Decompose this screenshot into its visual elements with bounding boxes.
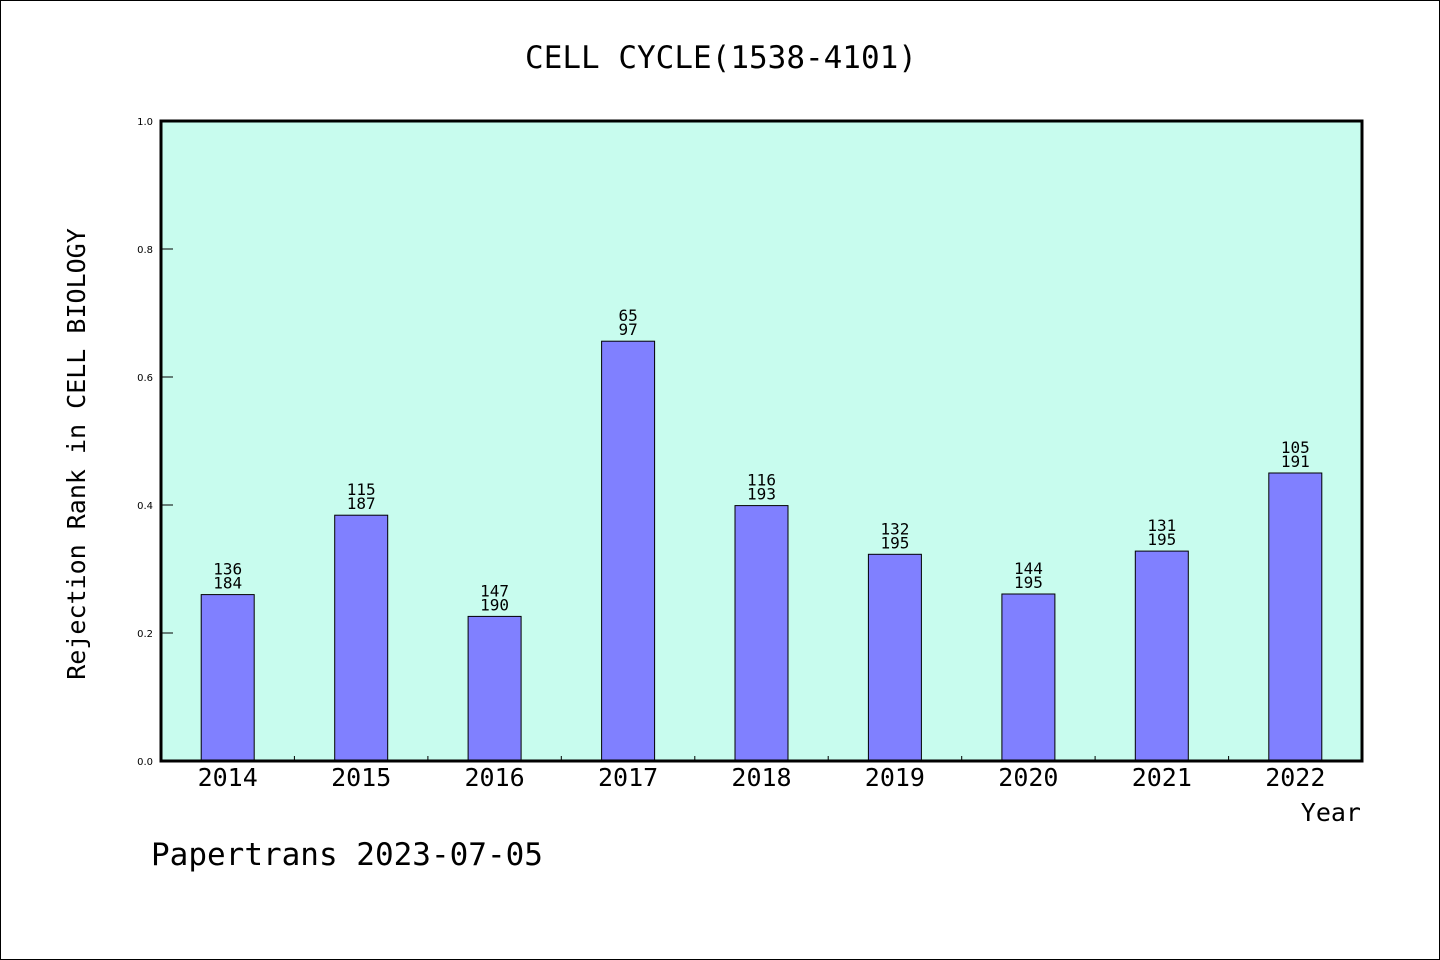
bar-2021 — [1134, 550, 1189, 762]
y-tick-label: 0.0 — [137, 757, 153, 768]
y-tick-label: 0.2 — [137, 629, 153, 640]
x-tick-label: 2019 — [865, 763, 925, 792]
y-tick-label: 0.8 — [137, 245, 153, 256]
x-tick-label: 2018 — [731, 763, 791, 792]
data-label-bottom: 190 — [480, 595, 509, 614]
bar-2022 — [1268, 472, 1323, 762]
x-tick-label: 2021 — [1132, 763, 1192, 792]
x-axis: 2014 2015 2016 2017 2018 2019 2020 2021 2022 — [198, 756, 1325, 792]
x-tick-label: 2014 — [198, 763, 258, 792]
data-label-top: 105 — [1281, 438, 1310, 457]
y-tick-label: 0.4 — [137, 501, 153, 512]
data-label-bottom: 97 — [618, 320, 637, 339]
data-label-bottom: 187 — [347, 494, 376, 513]
data-label-bottom: 193 — [747, 485, 776, 504]
x-tick-label: 2016 — [464, 763, 524, 792]
bar-2018 — [734, 505, 789, 762]
data-label-top: 136 — [213, 560, 242, 579]
bar-2017 — [601, 340, 656, 762]
data-label-bottom: 195 — [880, 533, 909, 552]
y-tick-label: 1.0 — [137, 117, 153, 128]
y-tick-label: 0.6 — [137, 373, 153, 384]
data-label-top: 132 — [880, 519, 909, 538]
bars-group — [200, 340, 1323, 762]
data-label-top: 144 — [1014, 559, 1043, 578]
plot-border — [159, 119, 1364, 763]
data-label-top: 116 — [747, 471, 776, 490]
data-label-top: 147 — [480, 581, 509, 600]
bar-2015 — [334, 514, 389, 762]
bar-2019 — [867, 553, 922, 762]
bar-2014 — [200, 594, 255, 762]
x-tick-label: 2020 — [998, 763, 1058, 792]
data-label-top: 131 — [1147, 516, 1176, 535]
bar-2016 — [467, 615, 522, 762]
data-label-bottom: 195 — [1014, 573, 1043, 592]
x-tick-label: 2022 — [1265, 763, 1325, 792]
x-axis-label: Year — [1301, 798, 1361, 827]
data-labels-group: 1361841151871471906597116193132195144195… — [213, 306, 1310, 614]
bar-2020 — [1001, 593, 1056, 762]
data-label-top: 65 — [618, 306, 637, 325]
data-label-top: 115 — [347, 480, 376, 499]
y-axis-label: Rejection Rank in CELL BIOLOGY — [62, 228, 91, 680]
data-label-bottom: 195 — [1147, 530, 1176, 549]
data-label-bottom: 191 — [1281, 452, 1310, 471]
footer-text: Papertrans 2023-07-05 — [151, 837, 543, 873]
data-label-bottom: 184 — [213, 574, 242, 593]
x-tick-label: 2017 — [598, 763, 658, 792]
chart-title: CELL CYCLE(1538-4101) — [525, 40, 917, 76]
x-tick-label: 2015 — [331, 763, 391, 792]
